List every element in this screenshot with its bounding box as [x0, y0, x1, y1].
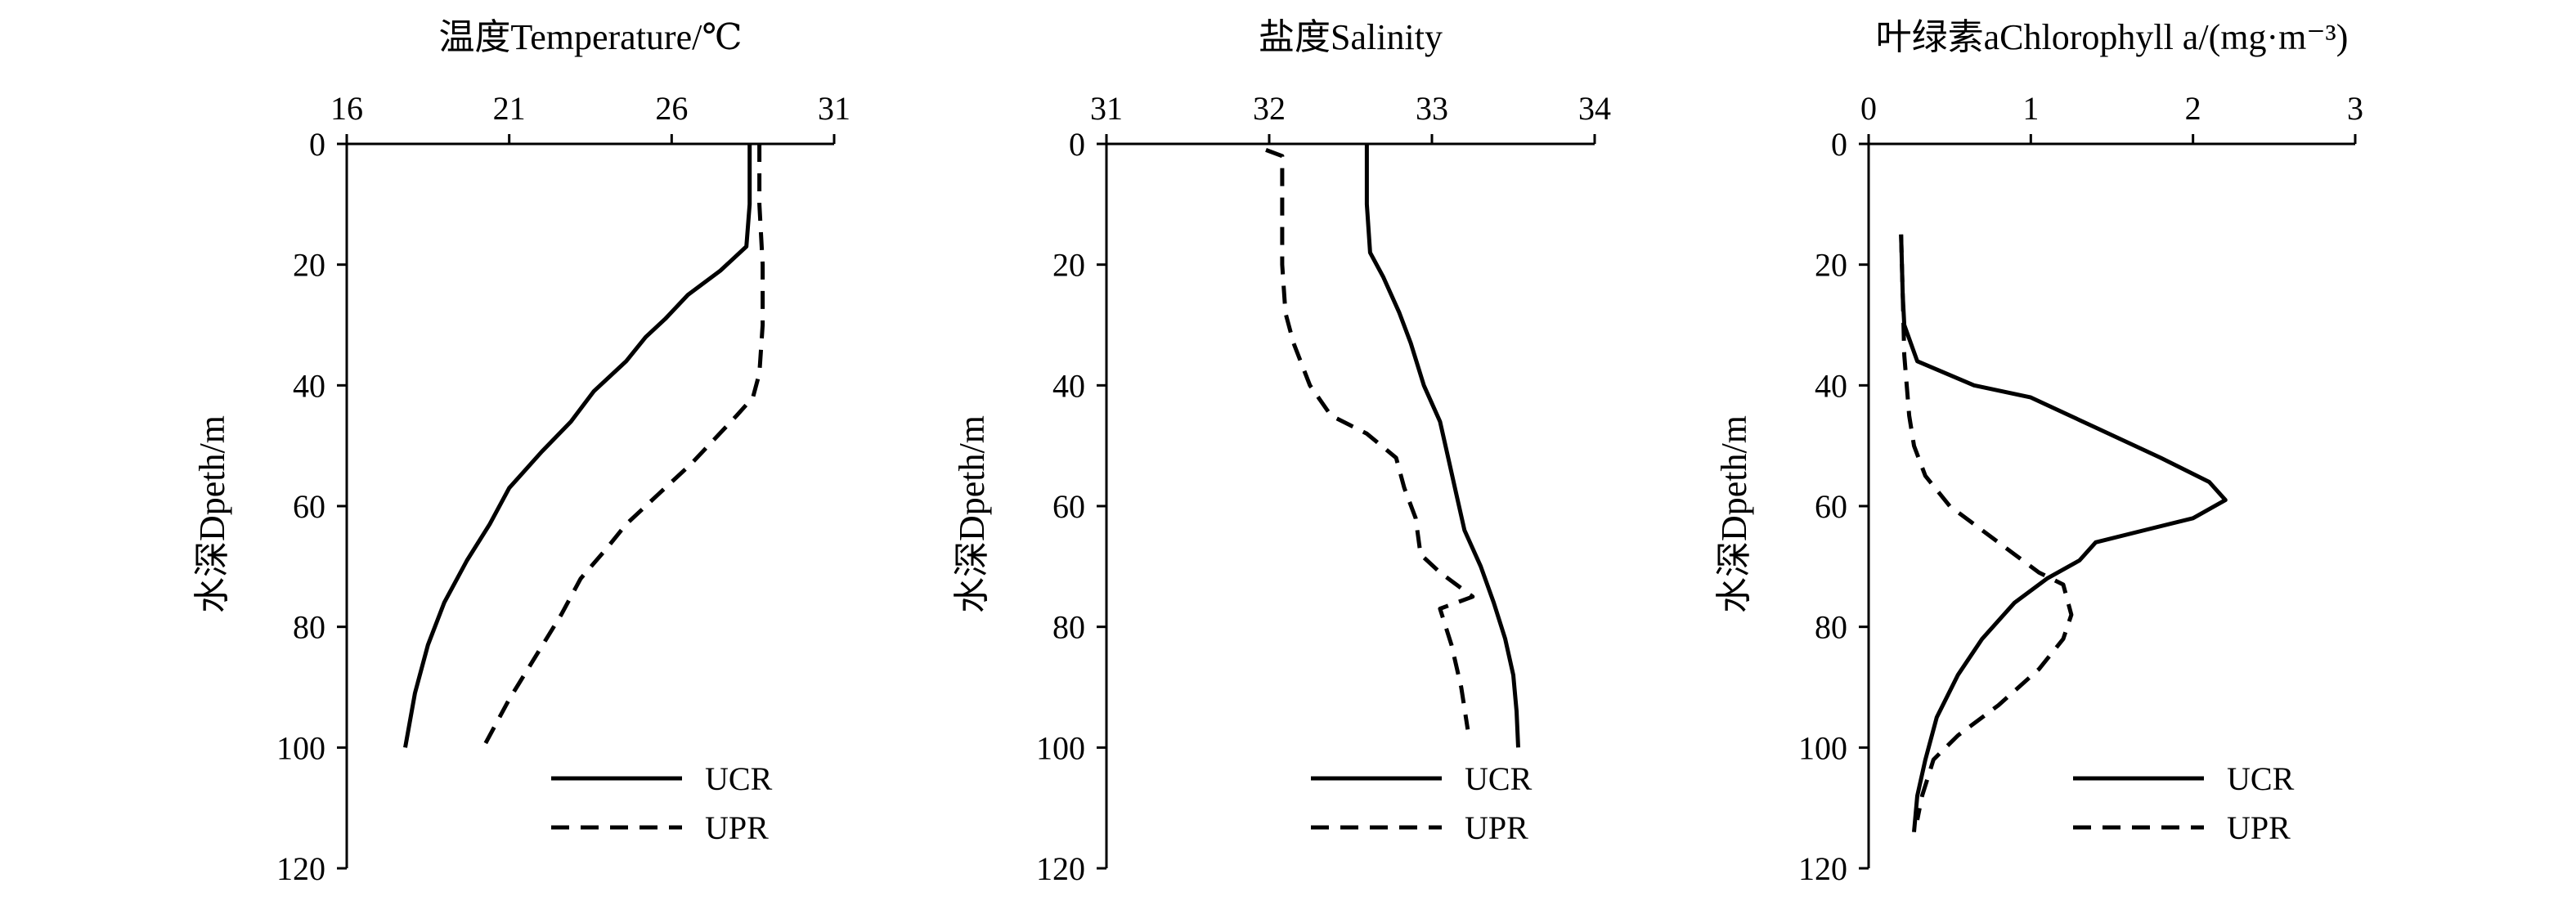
y-tick-label: 120 [1036, 850, 1085, 887]
x-ticks: 0 1 2 3 [1860, 90, 2363, 144]
y-tick-label: 100 [1036, 729, 1085, 766]
y-tick-label: 20 [1815, 247, 1847, 284]
panel-title: 盐度Salinity [1259, 17, 1443, 57]
y-axis-label: 水深Dpeth/m [1714, 415, 1754, 613]
legend-label-ucr: UCR [705, 760, 773, 797]
y-tick-label: 60 [293, 488, 325, 525]
y-tick-label: 100 [1798, 729, 1847, 766]
y-tick-label: 20 [293, 247, 325, 284]
y-tick-label: 0 [1831, 126, 1847, 163]
series-line-ucr [403, 144, 752, 748]
x-tick-label: 31 [1090, 90, 1123, 127]
x-ticks: 31 32 33 34 [1090, 90, 1611, 144]
legend: UCR UPR [551, 760, 773, 846]
x-tick-label: 16 [330, 90, 363, 127]
x-tick-label: 3 [2347, 90, 2363, 127]
series-line-upr [1265, 148, 1475, 730]
y-tick-label: 80 [1815, 609, 1847, 646]
y-tick-label: 120 [1798, 850, 1847, 887]
y-ticks: 0 20 40 60 80 100 120 [1798, 126, 1869, 887]
x-tick-label: 34 [1578, 90, 1611, 127]
series-line-ucr [1899, 234, 2228, 832]
y-axis-label: 水深Dpeth/m [952, 415, 992, 613]
y-tick-label: 0 [1069, 126, 1085, 163]
series-lines [403, 144, 765, 749]
legend-label-upr: UPR [1465, 809, 1528, 846]
panel-title: 温度Temperature/℃ [438, 17, 742, 57]
y-tick-label: 40 [1052, 367, 1085, 404]
y-ticks: 0 20 40 60 80 100 120 [1036, 126, 1106, 887]
x-tick-label: 1 [2022, 90, 2039, 127]
x-ticks: 16 21 26 31 [330, 90, 850, 144]
y-axis-label: 水深Dpeth/m [192, 415, 232, 613]
x-tick-label: 2 [2185, 90, 2201, 127]
x-tick-label: 0 [1860, 90, 1877, 127]
y-tick-label: 60 [1052, 488, 1085, 525]
salinity-panel: 盐度Salinity 水深Dpeth/m 31 32 33 34 0 20 40 60 80 1… [952, 17, 1611, 887]
series-line-upr [1899, 234, 2074, 821]
y-tick-label: 40 [1815, 367, 1847, 404]
temperature-panel: 温度Temperature/℃ 水深Dpeth/m 16 21 26 31 0 20 40… [192, 17, 850, 887]
series-line-ucr [1364, 144, 1520, 748]
series-line-upr [481, 144, 765, 749]
y-tick-label: 0 [309, 126, 325, 163]
y-tick-label: 80 [1052, 609, 1085, 646]
y-tick-label: 100 [276, 729, 325, 766]
legend: UCR UPR [2073, 760, 2295, 846]
y-tick-label: 120 [276, 850, 325, 887]
legend-label-ucr: UCR [2227, 760, 2295, 797]
x-tick-label: 26 [655, 90, 688, 127]
x-tick-label: 31 [818, 90, 850, 127]
panel-title: 叶绿素aChlorophyll a/(mg·m⁻³) [1876, 17, 2349, 57]
legend-label-upr: UPR [705, 809, 769, 846]
y-ticks: 0 20 40 60 80 100 120 [276, 126, 347, 887]
y-tick-label: 60 [1815, 488, 1847, 525]
legend-label-upr: UPR [2227, 809, 2291, 846]
x-tick-label: 21 [493, 90, 526, 127]
legend-label-ucr: UCR [1465, 760, 1533, 797]
y-tick-label: 80 [293, 609, 325, 646]
y-tick-label: 40 [293, 367, 325, 404]
legend: UCR UPR [1311, 760, 1533, 846]
x-tick-label: 33 [1416, 90, 1448, 127]
series-lines [1899, 234, 2228, 832]
y-tick-label: 20 [1052, 247, 1085, 284]
x-tick-label: 32 [1253, 90, 1286, 127]
series-lines [1265, 144, 1520, 748]
